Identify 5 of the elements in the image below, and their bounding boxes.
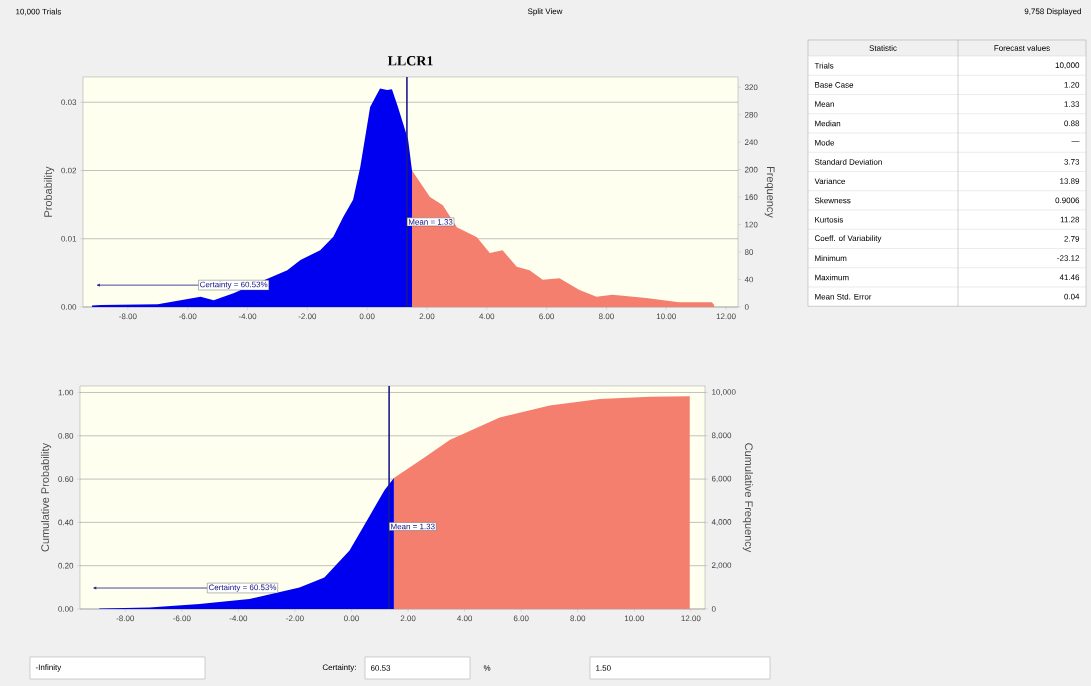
chart-title: LLCR1 [387,56,433,66]
y-axis-title: Cumulative Probability [40,443,52,552]
y2-axis-title: Cumulative Frequency [742,443,753,553]
y2-axis-title: Frequency [764,167,775,218]
y-axis-title: Probability [43,166,55,217]
